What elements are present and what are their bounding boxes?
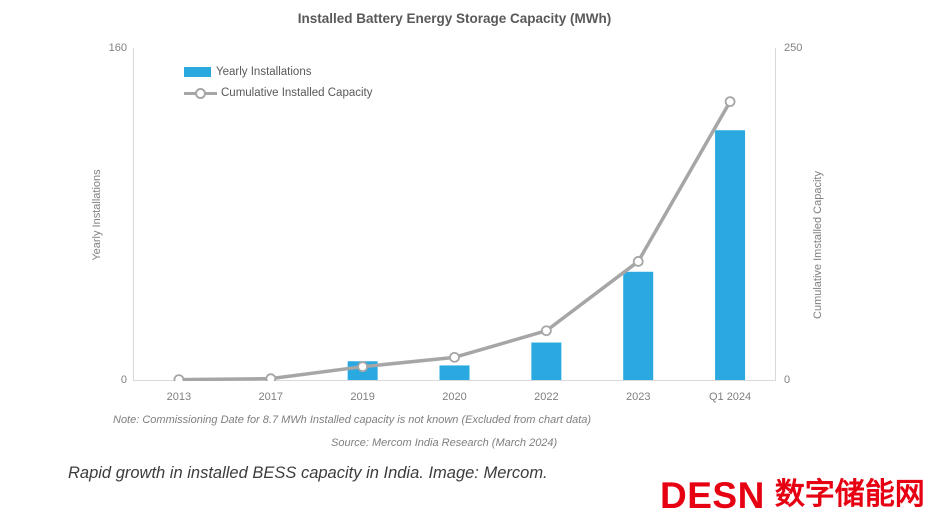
left-axis-title: Yearly Installations bbox=[91, 169, 103, 261]
x-tick-label-2017: 2017 bbox=[258, 391, 284, 403]
bar-2020 bbox=[439, 365, 470, 380]
line-marker-2020 bbox=[449, 351, 460, 363]
legend-label: Yearly Installations bbox=[216, 66, 312, 78]
line-marker-Q1 2024 bbox=[724, 96, 736, 108]
legend-item-cumulative: Cumulative Installed Capacity bbox=[184, 85, 373, 101]
x-tick-label-2019: 2019 bbox=[350, 391, 375, 403]
line-marker-2019 bbox=[357, 361, 369, 373]
image-caption: Rapid growth in installed BESS capacity … bbox=[68, 464, 548, 482]
legend-label: Cumulative Installed Capacity bbox=[221, 87, 373, 99]
x-tick-label-2022: 2022 bbox=[534, 391, 559, 403]
chart-note: Note: Commissioning Date for 8.7 MWh Ins… bbox=[113, 414, 592, 426]
right-axis-title: Cumulative Imstalled Capacity bbox=[812, 171, 824, 319]
x-tick-label-2023: 2023 bbox=[625, 391, 651, 403]
bar-Q1 2024 bbox=[715, 130, 746, 380]
left-axis-max-tick: 160 bbox=[108, 42, 127, 54]
chart-legend: Yearly Installations Cumulative Installe… bbox=[184, 64, 373, 101]
desn-logo: DESN 数字储能网 bbox=[660, 477, 925, 514]
logo-cjk-text: 数字储能网 bbox=[774, 478, 925, 511]
plot-svg bbox=[133, 48, 776, 386]
bar-2022 bbox=[531, 342, 562, 380]
left-axis-min-tick: 0 bbox=[120, 374, 127, 386]
right-axis-max-tick: 250 bbox=[784, 42, 803, 54]
chart-source: Source: Mercom India Research (March 202… bbox=[331, 437, 558, 449]
line-marker-2017 bbox=[265, 373, 277, 385]
bar-2023 bbox=[623, 271, 654, 380]
line-marker-2013 bbox=[173, 374, 185, 386]
x-tick-label-2020: 2020 bbox=[442, 391, 467, 403]
chart-title: Installed Battery Energy Storage Capacit… bbox=[297, 11, 612, 26]
line-marker-2022 bbox=[540, 325, 552, 337]
x-tick-label-Q1 2024: Q1 2024 bbox=[708, 391, 752, 403]
bar-swatch-icon bbox=[184, 67, 211, 77]
plot-area bbox=[133, 48, 776, 386]
line-marker-2023 bbox=[632, 256, 644, 267]
right-axis-min-tick: 0 bbox=[784, 374, 791, 386]
line-marker-swatch-icon bbox=[184, 87, 217, 99]
legend-item-yearly: Yearly Installations bbox=[184, 64, 373, 80]
x-tick-label-2013: 2013 bbox=[166, 391, 192, 403]
logo-latin-text: DESN bbox=[660, 475, 765, 516]
